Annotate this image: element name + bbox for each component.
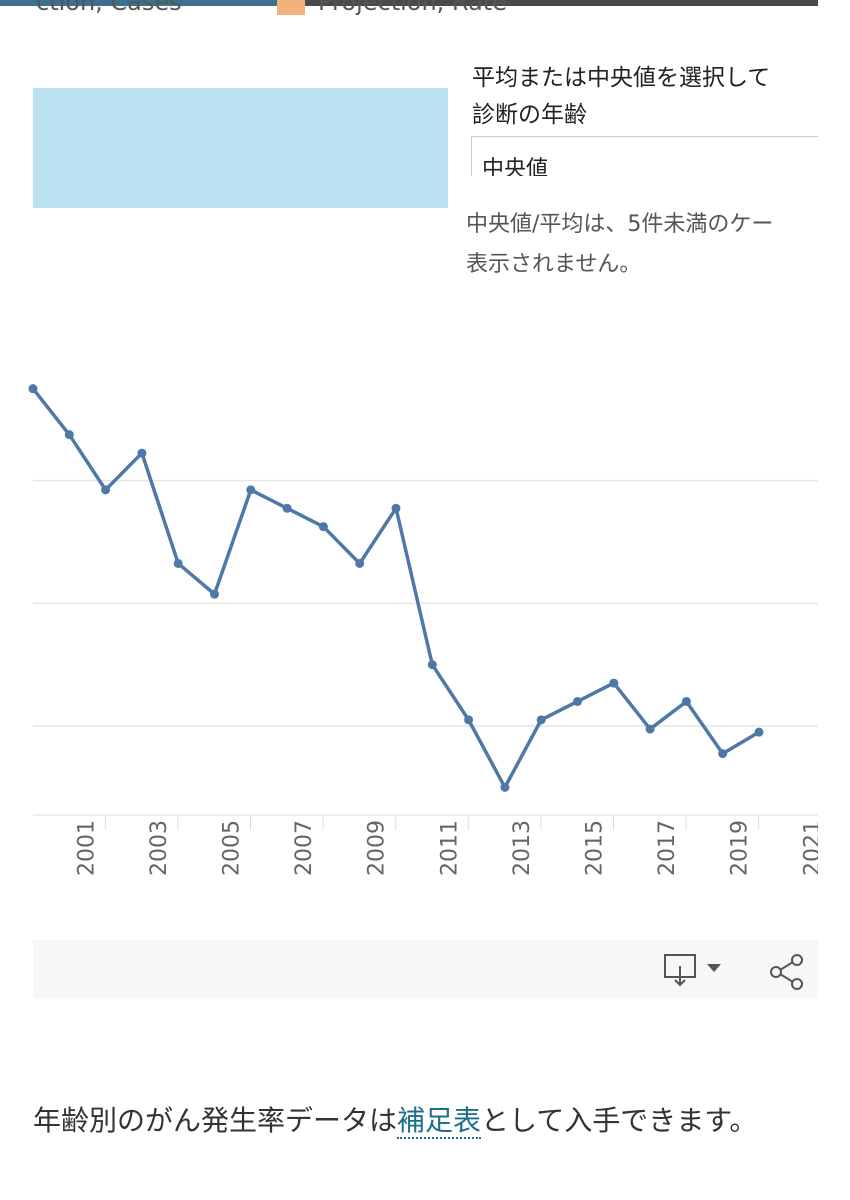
data-point-2000[interactable] [28,384,38,394]
x-tick-label-2003: 2003 [147,820,172,876]
supplementary-table-link[interactable]: 補足表 [397,1104,482,1139]
top-bar-accent [0,0,300,6]
legend-item-projection-rate-label: Projection, Rate [318,0,507,16]
download-icon [664,954,721,987]
filter-title-line1: 平均または中央値を選択して [472,65,771,91]
data-point-2013[interactable] [500,782,510,792]
footer-text-before: 年齢別のがん発生率データは [33,1104,398,1137]
data-point-2015[interactable] [573,696,582,706]
data-point-2012[interactable] [464,715,474,725]
footer-paragraph: 年齢別のがん発生率データは補足表として入手できます。 [33,1100,823,1142]
filter-note-line1: 中央値/平均は、5件未満のケー [466,212,774,237]
x-tick-label-2005: 2005 [220,820,245,876]
filter-note: 中央値/平均は、5件未満のケー 表示されません。 [466,205,818,285]
legend: ction, Cases Projection, Rate [0,0,850,20]
average-median-select[interactable]: 中央値 [471,136,831,176]
data-point-2020[interactable] [754,727,764,737]
legend-swatch-projection-rate [277,0,305,15]
data-point-2002[interactable] [101,485,111,495]
chart-gridlines [33,479,818,727]
footer-text-after: として入手できます。 [481,1104,758,1137]
data-point-2016[interactable] [609,678,619,688]
average-median-selected-value: 中央値 [482,157,549,176]
line-chart: 2001 2003 2005 2007 2009 2011 2013 2015 2017 2019… [28,384,832,876]
data-point-2006[interactable] [246,485,256,495]
x-tick-label-2011: 2011 [437,820,462,876]
right-edge-mask [818,0,850,1000]
data-point-2010[interactable] [391,503,401,513]
info-banner [33,88,448,208]
top-bar [0,0,850,6]
chart-x-axis: 2001 2003 2005 2007 2009 2011 2013 2015 2017 2019… [33,814,832,876]
legend-item-cases-label: ction, Cases [36,0,182,16]
filter-note-line2: 表示されません。 [466,252,642,277]
viz-toolbar: ⋮ [33,940,829,998]
data-point-2005[interactable] [210,589,219,599]
data-point-2007[interactable] [282,503,292,513]
data-point-2011[interactable] [427,660,437,670]
download-button[interactable] [661,952,727,992]
share-icon [770,954,803,990]
data-point-2003[interactable] [137,448,147,458]
x-tick-label-2015: 2015 [583,820,608,876]
data-point-2009[interactable] [355,558,365,568]
filter-title-line2: 診断の年齢 [472,102,587,128]
chart-series [28,384,764,792]
x-tick-label-2001: 2001 [74,820,99,876]
x-tick-label-2019: 2019 [728,820,753,876]
x-tick-label-2007: 2007 [292,820,317,876]
x-tick-label-2009: 2009 [365,820,390,876]
data-point-2008[interactable] [318,522,328,532]
data-point-2001[interactable] [64,430,74,440]
data-point-2004[interactable] [173,558,183,568]
x-tick-label-2013: 2013 [510,820,535,876]
data-point-2014[interactable] [536,715,546,725]
data-point-2017[interactable] [645,724,655,734]
x-tick-label-2017: 2017 [655,820,680,876]
data-point-2019[interactable] [718,749,728,759]
data-point-2018[interactable] [681,696,691,706]
filter-title: 平均または中央値を選択して 診断の年齢 [472,60,818,136]
share-button[interactable] [767,952,807,992]
